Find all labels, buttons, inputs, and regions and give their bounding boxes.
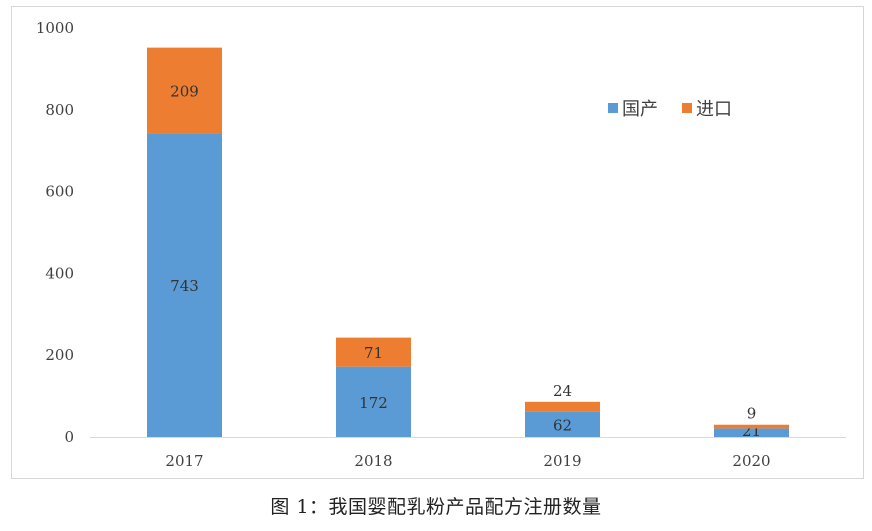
y-tick-label: 0 — [64, 428, 74, 446]
y-tick-label: 200 — [45, 346, 74, 364]
bar-domestic-2019 — [525, 411, 600, 437]
data-label-domestic-2017: 743 — [170, 277, 199, 295]
x-tick-label: 2018 — [354, 452, 392, 470]
bar-imported-2018 — [336, 337, 411, 367]
data-label-domestic-2019: 62 — [553, 416, 572, 434]
legend-swatch-imported — [682, 103, 692, 113]
data-label-domestic-2020: 21 — [742, 422, 761, 440]
bar-domestic-2018 — [336, 366, 411, 437]
y-tick-label: 1000 — [36, 19, 74, 37]
data-label-imported-2018: 71 — [364, 344, 383, 362]
data-label-imported-2019: 24 — [553, 382, 572, 400]
data-label-domestic-2018: 172 — [359, 394, 388, 412]
y-tick-label: 600 — [45, 183, 74, 201]
data-label-imported-2017: 209 — [170, 82, 199, 100]
bar-imported-2020 — [714, 424, 789, 429]
y-tick-label: 800 — [45, 101, 74, 119]
legend-swatch-domestic — [608, 103, 618, 113]
legend-label-imported: 进口 — [696, 99, 732, 120]
x-tick-label: 2019 — [543, 452, 581, 470]
x-tick-label: 2020 — [732, 452, 770, 470]
legend-label-domestic: 国产 — [622, 99, 658, 120]
data-label-imported-2020: 9 — [747, 405, 757, 423]
bar-domestic-2020 — [714, 428, 789, 437]
bar-imported-2019 — [525, 401, 600, 412]
y-tick-label: 400 — [45, 264, 74, 282]
figure-caption: 图 1：我国婴配乳粉产品配方注册数量 — [270, 496, 602, 518]
bar-imported-2017 — [147, 47, 222, 134]
bar-domestic-2017 — [147, 133, 222, 437]
x-tick-label: 2017 — [165, 452, 203, 470]
stacked-bar-chart: 0 200 400 600 800 1000 743 209 2017 172 71 2018 62 24… — [36, 19, 846, 470]
